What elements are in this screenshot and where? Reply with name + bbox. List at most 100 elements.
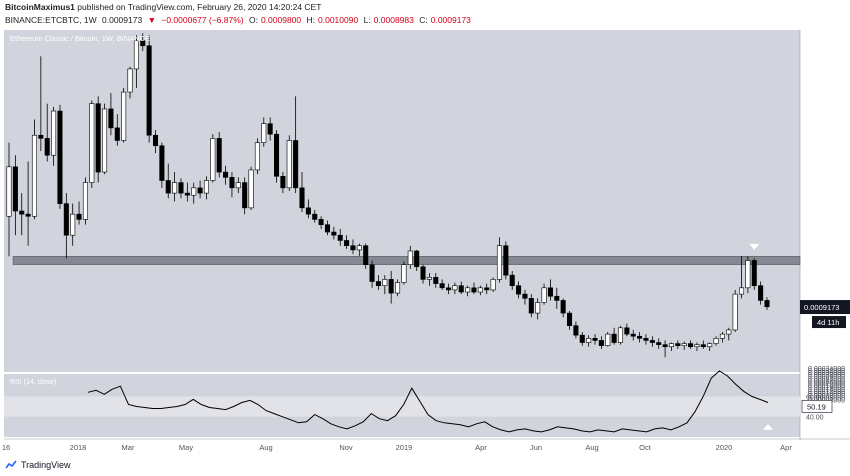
candle-body (401, 264, 407, 283)
candle-body (210, 138, 216, 181)
last-price: 0.0009173 (102, 15, 143, 25)
last-price-tag (800, 300, 850, 315)
candle-body (516, 285, 522, 295)
candle-body (522, 293, 528, 299)
price-tick-label: 0.00014000 (808, 387, 845, 394)
close-label: C: (419, 15, 428, 25)
candle-body (197, 187, 203, 194)
candle-body (108, 108, 114, 129)
time-tick-label: Apr (475, 443, 487, 452)
candle-body (707, 343, 713, 348)
time-tick-label: 2020 (716, 443, 733, 452)
rsi-line (87, 370, 769, 433)
candle-body (6, 166, 12, 217)
candle-body (745, 260, 751, 289)
time-tick-label: 16 (2, 443, 10, 452)
candle-body (70, 213, 76, 236)
candle-body (178, 182, 184, 194)
candle-body (229, 177, 235, 189)
candle-body (254, 142, 260, 171)
countdown-label: 4d 11h (817, 318, 839, 327)
candle-body (567, 312, 573, 326)
candle-body (82, 182, 88, 220)
candle-body (656, 342, 662, 345)
candle-body (318, 219, 324, 225)
candle-body (426, 276, 432, 280)
candle-body (586, 338, 592, 343)
candle-body (363, 245, 369, 265)
price-axis (800, 30, 850, 437)
symbol-label[interactable]: BINANCE:ETCBTC, 1W (5, 15, 97, 25)
candle-body (19, 210, 25, 215)
candle-body (223, 171, 229, 178)
candle-body (496, 245, 503, 280)
price-pane (4, 30, 800, 372)
candle-body (484, 287, 490, 291)
logo-text: TradingView (21, 460, 71, 470)
candle-body (146, 45, 152, 136)
candle-body (12, 166, 18, 212)
candle-body (573, 325, 579, 336)
candle-body (630, 333, 636, 337)
candle-body (471, 287, 477, 293)
time-tick-label: May (179, 443, 193, 452)
candle-body (681, 343, 687, 346)
price-tick-label: 0.00028000 (808, 372, 845, 379)
time-tick-label: Jun (530, 443, 542, 452)
candle-body (458, 285, 464, 293)
candle-body (172, 182, 178, 194)
countdown-tag (812, 316, 846, 329)
candle-body (388, 279, 394, 294)
candle-body (44, 138, 50, 156)
candle-body (25, 213, 31, 217)
change-down-icon: ▼ (147, 15, 156, 25)
candle-body (541, 287, 547, 303)
candle-body (261, 123, 267, 143)
footer: TradingView (0, 456, 850, 476)
rsi-value-tag (801, 400, 833, 413)
candle-body (203, 180, 209, 194)
price-tick-label: 0.00010000 (808, 391, 845, 398)
rsi-value-label: 50.19 (807, 402, 826, 411)
time-tick-label: Aug (585, 443, 598, 452)
resistance-band (12, 255, 801, 265)
candle-body (152, 134, 159, 147)
candle-body (242, 182, 248, 209)
candle-body (465, 287, 471, 293)
low-label: L: (363, 15, 371, 25)
candle-body (140, 40, 146, 47)
candle-body (121, 91, 127, 141)
candle-body (560, 300, 566, 314)
candle-body (554, 295, 560, 301)
candle-body (331, 231, 337, 236)
last-price-label: 0.0009173 (804, 303, 839, 312)
chart-header: BitcoinMaximus1 published on TradingView… (0, 0, 850, 30)
ohlc-info: BINANCE:ETCBTC, 1W 0.0009173 ▼ −0.000067… (5, 15, 474, 25)
close-value: 0.0009173 (430, 15, 471, 25)
author-name[interactable]: BitcoinMaximus1 (5, 2, 75, 12)
price-tick-label: 0.00024000 (808, 376, 845, 383)
candle-body (662, 344, 668, 348)
rsi-title: RSI (14, close) (10, 379, 56, 386)
price-tick-label: 0.00026000 (808, 374, 845, 381)
price-change: −0.0000677 (−6.87%) (161, 15, 244, 25)
candle-body (63, 203, 69, 236)
candle-body (624, 327, 630, 335)
candle-body (490, 279, 496, 291)
candle-body (764, 300, 770, 308)
candle-body (114, 127, 120, 141)
tradingview-logo[interactable]: TradingView (5, 459, 71, 471)
publish-info: BitcoinMaximus1 published on TradingView… (5, 2, 321, 12)
candle-body (547, 287, 553, 297)
candle-body (445, 287, 452, 291)
candle-body (637, 335, 643, 339)
candle-body (159, 145, 165, 181)
candle-body (535, 302, 541, 314)
chart-title: Ethereum Classic / Bitcoin, 1W, BINANCE (10, 34, 150, 43)
candle-body (477, 287, 483, 293)
price-tick-label: 0.00018000 (808, 383, 845, 390)
candle-body (184, 192, 190, 196)
candle-body (592, 338, 598, 341)
candle-body (439, 283, 445, 289)
